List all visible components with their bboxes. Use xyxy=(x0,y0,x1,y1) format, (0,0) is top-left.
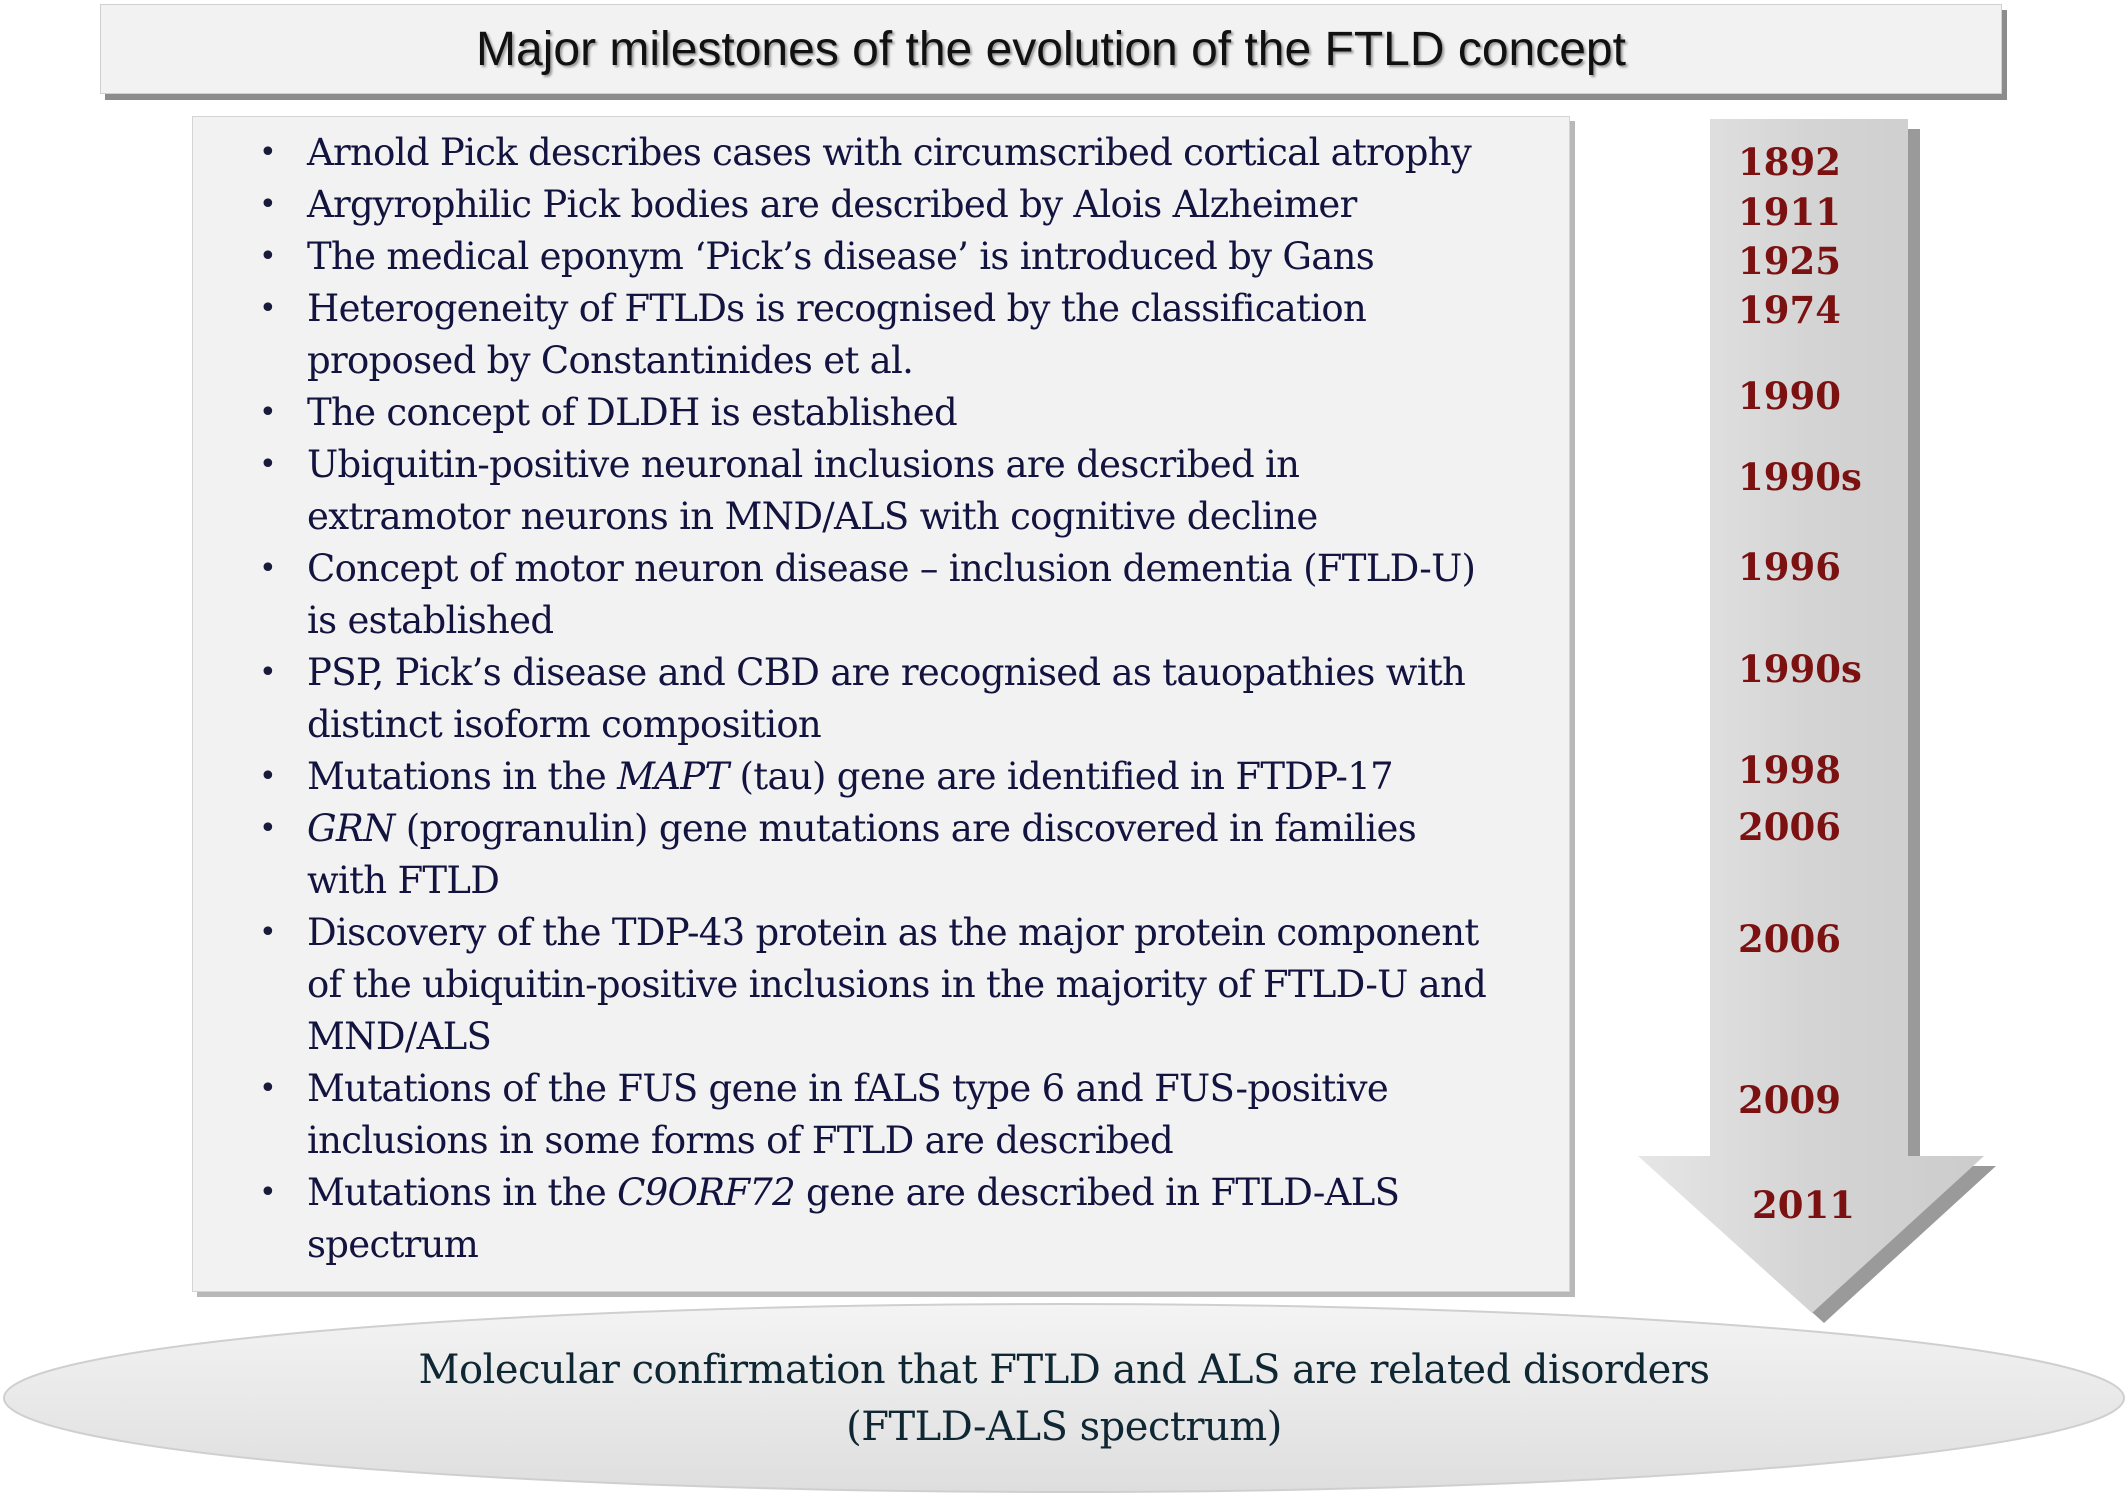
title-banner: Major milestones of the evolution of the… xyxy=(100,4,2002,94)
milestone-text: Mutations in the MAPT (tau) gene are ide… xyxy=(307,755,1394,798)
milestone-text: GRN (progranulin) gene mutations are dis… xyxy=(307,807,1417,902)
bullet: • xyxy=(259,915,277,950)
diagram-title: Major milestones of the evolution of the… xyxy=(476,22,1626,76)
year-label: 1892 xyxy=(1738,140,1841,184)
bullet: • xyxy=(259,759,277,794)
bullet: • xyxy=(259,187,277,222)
bullet: • xyxy=(259,655,277,690)
bullet: • xyxy=(259,1175,277,1210)
milestone-text: Discovery of the TDP-43 protein as the m… xyxy=(307,911,1487,1058)
milestone-text: The medical eponym ‘Pick’s disease’ is i… xyxy=(307,235,1375,278)
milestone-text: Heterogeneity of FTLDs is recognised by … xyxy=(307,287,1367,382)
year-label: 1990s xyxy=(1738,455,1862,499)
milestone-text: Arnold Pick describes cases with circums… xyxy=(307,131,1472,174)
year-label: 2011 xyxy=(1752,1183,1855,1227)
year-label: 1990 xyxy=(1738,374,1841,418)
year-label: 1911 xyxy=(1738,190,1841,234)
milestone-text: The concept of DLDH is established xyxy=(307,391,958,434)
year-label: 1998 xyxy=(1738,748,1841,792)
year-label: 2006 xyxy=(1738,917,1841,961)
bullet: • xyxy=(259,551,277,586)
milestone-list-box: • Arnold Pick describes cases with circu… xyxy=(192,116,1570,1292)
bullet: • xyxy=(259,239,277,274)
bullet: • xyxy=(259,395,277,430)
year-label: 1974 xyxy=(1738,288,1841,332)
year-label: 1990s xyxy=(1738,647,1862,691)
year-label: 2009 xyxy=(1738,1078,1841,1122)
bullet: • xyxy=(259,135,277,170)
conclusion-text: Molecular confirmation that FTLD and ALS… xyxy=(418,1347,1710,1450)
bullet: • xyxy=(259,811,277,846)
milestone-text: Argyrophilic Pick bodies are described b… xyxy=(307,183,1357,226)
conclusion-ellipse xyxy=(3,1303,2125,1493)
milestone-text: Concept of motor neuron disease – inclus… xyxy=(307,547,1476,642)
milestone-text: PSP, Pick’s disease and CBD are recognis… xyxy=(307,651,1466,746)
year-label: 1925 xyxy=(1738,239,1841,283)
milestone-text: Ubiquitin-positive neuronal inclusions a… xyxy=(307,443,1318,538)
year-label: 2006 xyxy=(1738,805,1841,849)
year-label: 1996 xyxy=(1738,545,1841,589)
milestone-text: Mutations of the FUS gene in fALS type 6… xyxy=(307,1067,1389,1162)
milestone-text: Mutations in the C9ORF72 gene are descri… xyxy=(307,1171,1400,1266)
bullet: • xyxy=(259,447,277,482)
bullet: • xyxy=(259,291,277,326)
bullet: • xyxy=(259,1071,277,1106)
timeline-arrow-body xyxy=(1638,119,1984,1313)
